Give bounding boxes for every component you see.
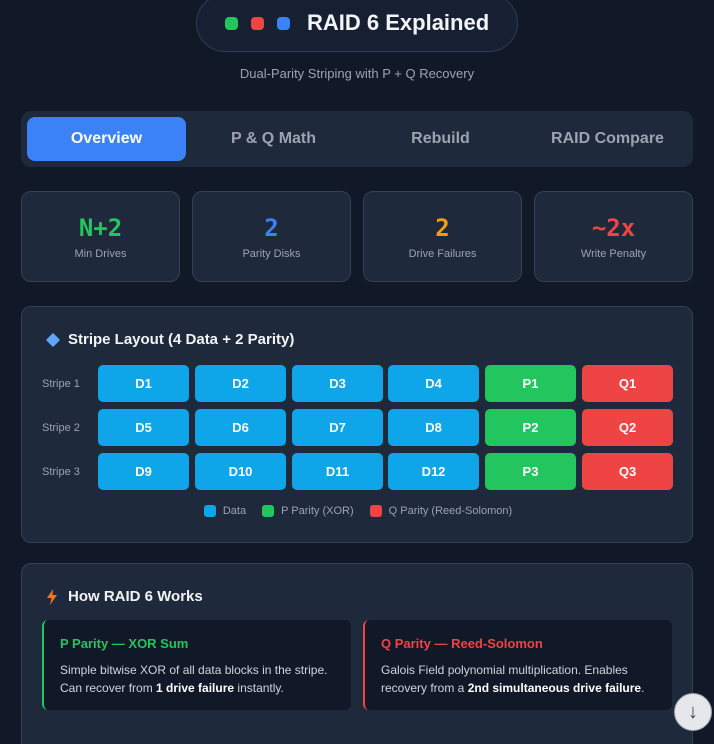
stripe-cell-data[interactable]: D11 xyxy=(292,453,383,490)
q-parity-card-title: Q Parity — Reed-Solomon xyxy=(381,636,543,651)
stripe-layout-heading: Stripe Layout (4 Data + 2 Parity) xyxy=(45,331,295,348)
stat-label: Drive Failures xyxy=(408,248,477,260)
stripe-cell-data[interactable]: D1 xyxy=(98,365,189,402)
q-parity-card-text: Galois Field polynomial multiplication. … xyxy=(381,663,645,695)
title-pill: RAID 6 Explained xyxy=(196,0,518,52)
stripe-cell-data[interactable]: D12 xyxy=(388,453,479,490)
stripe-cell-data[interactable]: D4 xyxy=(388,365,479,402)
legend-swatch-icon xyxy=(369,505,382,517)
stripe-cell-data[interactable]: D5 xyxy=(98,409,189,446)
stripe-cell-data[interactable]: D10 xyxy=(195,453,286,490)
arrow-down-icon: ↓ xyxy=(688,700,698,723)
stripe-cell-data[interactable]: D6 xyxy=(195,409,286,446)
stripe-cell-q-parity[interactable]: Q1 xyxy=(582,365,673,402)
legend-item-data: Data xyxy=(203,505,247,517)
diamond-icon xyxy=(45,332,61,347)
tab-raid-compare[interactable]: RAID Compare xyxy=(551,130,664,147)
page-subtitle: Dual-Parity Striping with P + Q Recovery xyxy=(239,66,475,81)
stat-value: 2 xyxy=(435,214,450,242)
how-it-works-panel: How RAID 6 Works P Parity — XOR Sum Simp… xyxy=(21,563,693,744)
how-it-works-heading: How RAID 6 Works xyxy=(46,588,203,605)
stat-drive-failures: 2 Drive Failures xyxy=(363,191,522,282)
legend-label: P Parity (XOR) xyxy=(281,505,354,517)
stripe-label: Stripe 1 xyxy=(42,378,80,390)
legend-label: Data xyxy=(222,505,247,517)
legend-label: Q Parity (Reed-Solomon) xyxy=(388,505,513,517)
stripe-label: Stripe 3 xyxy=(42,466,80,478)
stripe-cell-data[interactable]: D8 xyxy=(388,409,479,446)
tab-overview[interactable]: Overview xyxy=(27,117,186,161)
p-parity-card: P Parity — XOR Sum Simple bitwise XOR of… xyxy=(42,620,351,710)
stripe-layout-title: Stripe Layout (4 Data + 2 Parity) xyxy=(68,331,295,348)
stripe-cell-data[interactable]: D9 xyxy=(98,453,189,490)
p-parity-card-title: P Parity — XOR Sum xyxy=(60,636,189,651)
legend-swatch-icon xyxy=(262,505,275,517)
stat-label: Write Penalty xyxy=(580,248,647,260)
stat-value: 2 xyxy=(264,214,279,242)
tab-bar: Overview P & Q Math Rebuild RAID Compare xyxy=(21,111,693,167)
legend-swatch-icon xyxy=(203,505,216,517)
scroll-down-button[interactable]: ↓ xyxy=(674,693,712,731)
stat-parity-disks: 2 Parity Disks xyxy=(192,191,351,282)
stripe-cell-p-parity[interactable]: P3 xyxy=(485,453,576,490)
legend-item-q-parity: Q Parity (Reed-Solomon) xyxy=(369,505,513,517)
stat-min-drives: N+2 Min Drives xyxy=(21,191,180,282)
stripe-layout-panel: Stripe Layout (4 Data + 2 Parity) Stripe… xyxy=(21,306,693,543)
q-parity-card: Q Parity — Reed-Solomon Galois Field pol… xyxy=(363,620,672,710)
p-parity-card-text: Simple bitwise XOR of all data blocks in… xyxy=(60,663,328,695)
tab-pq-math[interactable]: P & Q Math xyxy=(230,130,317,147)
stat-write-penalty: ~2x Write Penalty xyxy=(534,191,693,282)
green-dot-icon xyxy=(225,16,238,30)
stripe-cell-q-parity[interactable]: Q3 xyxy=(582,453,673,490)
stripe-cell-data[interactable]: D2 xyxy=(195,365,286,402)
stat-label: Parity Disks xyxy=(242,248,301,260)
stripe-cell-data[interactable]: D3 xyxy=(292,365,383,402)
stat-value: N+2 xyxy=(78,214,123,242)
how-it-works-title: How RAID 6 Works xyxy=(68,588,203,605)
stripe-cell-q-parity[interactable]: Q2 xyxy=(582,409,673,446)
stripe-cell-data[interactable]: D7 xyxy=(292,409,383,446)
legend-item-p-parity: P Parity (XOR) xyxy=(262,505,354,517)
lightning-icon xyxy=(47,588,57,605)
blue-dot-icon xyxy=(277,16,290,30)
page-title: RAID 6 Explained xyxy=(307,10,490,35)
stat-label: Min Drives xyxy=(74,248,127,260)
stripe-label: Stripe 2 xyxy=(42,422,80,434)
stat-value: ~2x xyxy=(591,214,636,242)
red-dot-icon xyxy=(251,16,264,30)
stripe-cell-p-parity[interactable]: P2 xyxy=(485,409,576,446)
stripe-legend: Data P Parity (XOR) Q Parity (Reed-Solom… xyxy=(22,505,694,517)
tab-rebuild[interactable]: Rebuild xyxy=(411,130,470,147)
stripe-cell-p-parity[interactable]: P1 xyxy=(485,365,576,402)
